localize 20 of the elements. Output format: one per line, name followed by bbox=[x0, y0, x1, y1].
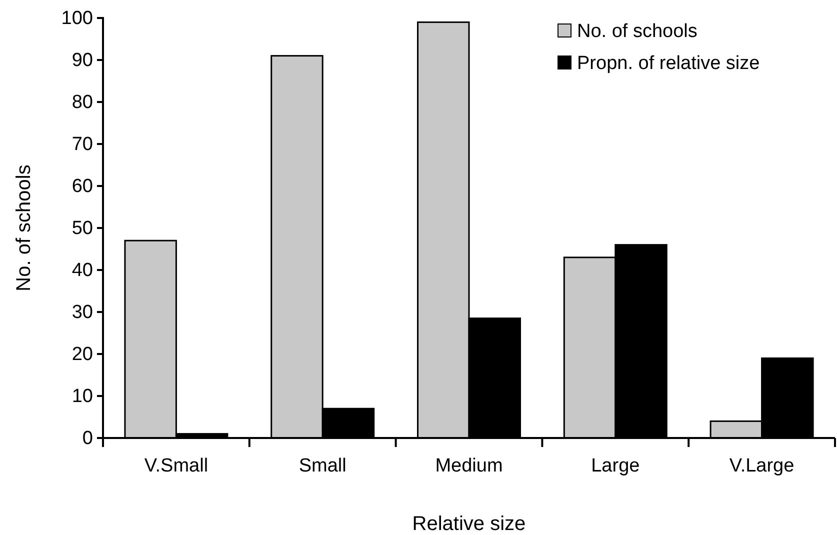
x-tick-label: V.Small bbox=[144, 455, 208, 476]
y-tick-label: 80 bbox=[72, 92, 93, 114]
y-tick-label: 10 bbox=[72, 386, 93, 408]
legend-label: Propn. of relative size bbox=[577, 53, 760, 74]
y-tick-label: 20 bbox=[72, 344, 93, 366]
y-tick-label: 30 bbox=[72, 302, 93, 324]
y-tick-label: 40 bbox=[72, 260, 93, 282]
y-tick-label: 60 bbox=[72, 176, 93, 198]
legend-label: No. of schools bbox=[577, 21, 698, 42]
x-tick-label: Small bbox=[298, 455, 346, 476]
y-axis-title: No. of schools bbox=[13, 164, 35, 292]
y-tick-label: 90 bbox=[72, 50, 93, 72]
y-tick-label: 0 bbox=[82, 428, 93, 450]
y-tick-label: 100 bbox=[61, 8, 93, 30]
x-axis-title: Relative size bbox=[412, 513, 526, 535]
y-tick-label: 50 bbox=[72, 218, 93, 240]
x-tick-label: V.Large bbox=[729, 455, 794, 476]
y-tick-label: 70 bbox=[72, 134, 93, 156]
x-tick-label: Medium bbox=[435, 455, 503, 476]
x-tick-label: Large bbox=[591, 455, 640, 476]
